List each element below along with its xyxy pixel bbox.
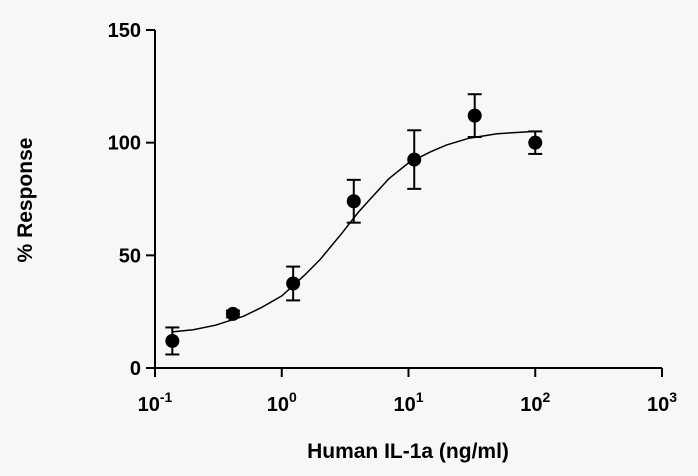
y-tick-label: 0 [130, 358, 141, 380]
x-axis-label: Human IL-1a (ng/ml) [307, 440, 509, 463]
x-tick-base: 10 [138, 394, 160, 416]
data-point [165, 333, 180, 348]
x-tick-exponent: 0 [289, 389, 297, 405]
y-tick-label: 50 [119, 245, 141, 267]
x-tick-base: 10 [393, 394, 415, 416]
x-tick-label: 103 [647, 389, 677, 416]
x-tick-base: 10 [647, 394, 669, 416]
x-tick-label: 10-1 [138, 389, 173, 416]
x-tick-label: 101 [393, 389, 423, 416]
y-tick-label: 150 [108, 20, 141, 42]
data-point [528, 135, 543, 150]
x-tick-base: 10 [520, 394, 542, 416]
y-tick-label: 100 [108, 133, 141, 155]
x-tick-label: 100 [267, 389, 297, 416]
x-tick-exponent: 3 [669, 389, 677, 405]
x-tick-base: 10 [267, 394, 289, 416]
data-point [225, 306, 240, 321]
x-tick-exponent: 2 [542, 389, 550, 405]
data-point [467, 108, 482, 123]
y-axis-label: % Response [14, 138, 37, 263]
data-point [346, 194, 361, 209]
x-tick-exponent: -1 [160, 389, 173, 405]
data-point [407, 152, 422, 167]
fit-curve [172, 130, 536, 333]
data-point [286, 276, 301, 291]
x-tick-exponent: 1 [416, 389, 424, 405]
x-tick-label: 102 [520, 389, 550, 416]
